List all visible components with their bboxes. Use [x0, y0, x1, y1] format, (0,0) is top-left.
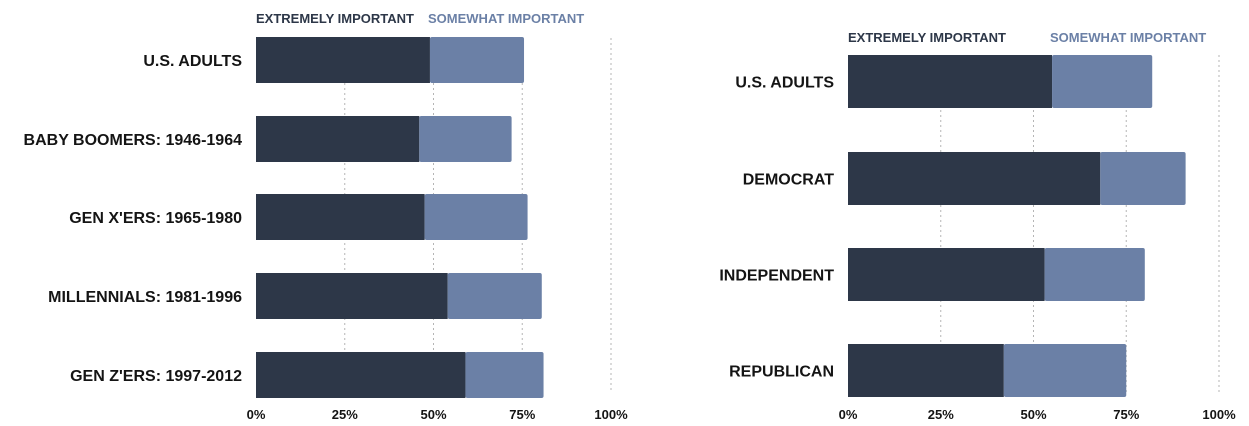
x-tick-label-1-1: 0% — [247, 407, 266, 422]
x-tick-label-1-3: 50% — [420, 407, 446, 422]
bar-1-somewhat-1 — [429, 37, 525, 83]
category-label-2-4: REPUBLICAN — [729, 364, 834, 381]
category-label-1-1: U.S. ADULTS — [143, 53, 242, 70]
category-label-2-3: INDEPENDENT — [719, 268, 834, 285]
bar-2-somewhat-2 — [1100, 152, 1186, 205]
bar-2-extremely-4 — [848, 344, 1004, 397]
category-label-1-2: BABY BOOMERS: 1946-1964 — [24, 132, 243, 149]
x-tick-label-2-4: 75% — [1113, 407, 1139, 422]
bar-1-extremely-5 — [256, 352, 466, 398]
x-tick-label-2-5: 100% — [1202, 407, 1236, 422]
bar-1-extremely-4 — [256, 273, 448, 319]
legend-1-somewhat: SOMEWHAT IMPORTANT — [428, 11, 584, 26]
x-tick-label-1-5: 100% — [594, 407, 628, 422]
bar-1-extremely-3 — [256, 194, 425, 240]
x-tick-label-1-2: 25% — [332, 407, 358, 422]
category-label-1-5: GEN Z'ERS: 1997-2012 — [70, 368, 242, 385]
bar-1-somewhat-4 — [447, 273, 542, 319]
x-tick-label-1-4: 75% — [509, 407, 535, 422]
bar-2-extremely-1 — [848, 55, 1053, 108]
bar-2-extremely-2 — [848, 152, 1101, 205]
legend-2-somewhat: SOMEWHAT IMPORTANT — [1050, 30, 1206, 45]
bar-1-extremely-2 — [256, 116, 420, 162]
x-tick-label-2-1: 0% — [839, 407, 858, 422]
category-label-2-1: U.S. ADULTS — [735, 75, 834, 92]
category-label-2-2: DEMOCRAT — [743, 172, 834, 189]
bar-2-somewhat-4 — [1003, 344, 1127, 397]
legend-1-extremely: EXTREMELY IMPORTANT — [256, 11, 414, 26]
bar-2-extremely-3 — [848, 248, 1045, 301]
x-tick-label-2-3: 50% — [1020, 407, 1046, 422]
x-tick-label-2-2: 25% — [928, 407, 954, 422]
category-label-1-4: MILLENNIALS: 1981-1996 — [48, 289, 242, 306]
bar-1-extremely-1 — [256, 37, 430, 83]
category-label-1-3: GEN X'ERS: 1965-1980 — [69, 210, 242, 227]
legend-2-extremely: EXTREMELY IMPORTANT — [848, 30, 1006, 45]
bar-2-somewhat-1 — [1052, 55, 1153, 108]
bar-1-somewhat-3 — [424, 194, 528, 240]
bar-2-somewhat-3 — [1044, 248, 1145, 301]
bar-1-somewhat-5 — [465, 352, 544, 398]
bar-1-somewhat-2 — [419, 116, 512, 162]
